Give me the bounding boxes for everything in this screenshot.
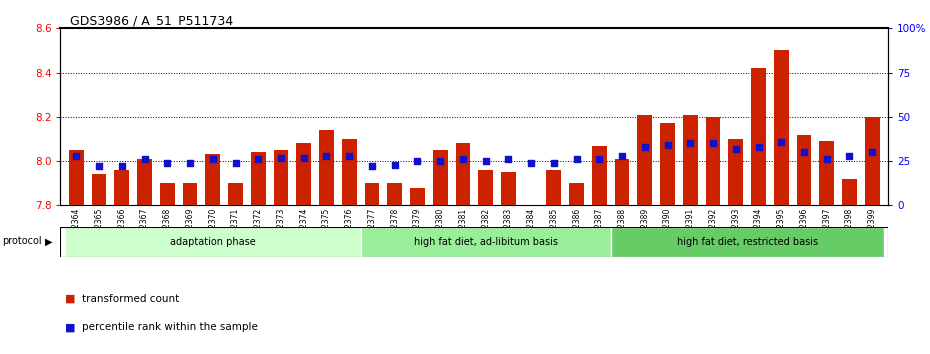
Text: ■: ■ [65, 322, 75, 332]
Bar [637, 115, 652, 205]
Text: percentile rank within the sample: percentile rank within the sample [82, 322, 258, 332]
Point [137, 156, 152, 162]
Bar [660, 124, 675, 205]
Bar [797, 135, 811, 205]
Bar [569, 183, 584, 205]
Text: high fat diet, ad-libitum basis: high fat diet, ad-libitum basis [414, 236, 558, 247]
Point [410, 158, 425, 164]
Bar [92, 174, 107, 205]
Point [569, 156, 584, 162]
Point [182, 160, 197, 166]
Point [819, 156, 834, 162]
Point [615, 153, 630, 159]
Bar [182, 183, 197, 205]
Point [456, 156, 471, 162]
Point [728, 146, 743, 152]
Point [297, 155, 312, 160]
Point [706, 141, 721, 146]
Bar [251, 152, 266, 205]
Point [432, 158, 447, 164]
Point [206, 156, 220, 162]
Bar [592, 145, 606, 205]
Bar [842, 179, 857, 205]
Point [774, 139, 789, 144]
Point [365, 164, 379, 169]
Point [319, 153, 334, 159]
Point [547, 160, 562, 166]
Bar [410, 188, 425, 205]
Bar [456, 143, 471, 205]
Bar [114, 170, 129, 205]
Point [797, 149, 812, 155]
Point [342, 153, 357, 159]
Point [228, 160, 243, 166]
Bar [819, 141, 834, 205]
Point [660, 142, 675, 148]
Point [478, 158, 493, 164]
Bar [865, 117, 880, 205]
Point [524, 160, 538, 166]
Bar [706, 117, 721, 205]
Point [683, 141, 698, 146]
Bar [228, 183, 243, 205]
Bar [774, 50, 789, 205]
Bar [683, 115, 698, 205]
Bar [728, 139, 743, 205]
Bar [361, 227, 611, 257]
Bar [432, 150, 447, 205]
Bar [69, 150, 84, 205]
Bar [547, 170, 562, 205]
Point [842, 153, 857, 159]
Point [69, 153, 84, 159]
Text: adaptation phase: adaptation phase [170, 236, 256, 247]
Bar [138, 159, 152, 205]
Point [92, 164, 107, 169]
Bar [751, 68, 766, 205]
Bar [501, 172, 516, 205]
Point [114, 164, 129, 169]
Point [160, 160, 175, 166]
Bar [319, 130, 334, 205]
Point [591, 156, 606, 162]
Text: transformed count: transformed count [82, 294, 179, 304]
Bar [615, 159, 630, 205]
Bar [611, 227, 884, 257]
Bar [65, 227, 361, 257]
Bar [297, 143, 312, 205]
Bar [206, 154, 220, 205]
Text: high fat diet, restricted basis: high fat diet, restricted basis [677, 236, 817, 247]
Bar [387, 183, 402, 205]
Bar [365, 183, 379, 205]
Point [501, 156, 516, 162]
Point [251, 156, 266, 162]
Point [865, 149, 880, 155]
Bar [160, 183, 175, 205]
Text: GDS3986 / A_51_P511734: GDS3986 / A_51_P511734 [70, 14, 232, 27]
Bar [342, 139, 356, 205]
Text: ■: ■ [65, 294, 75, 304]
Point [637, 144, 652, 150]
Point [273, 155, 288, 160]
Text: protocol: protocol [2, 236, 42, 246]
Bar [478, 170, 493, 205]
Point [387, 162, 402, 167]
Point [751, 144, 766, 150]
Bar [273, 150, 288, 205]
Text: ▶: ▶ [45, 236, 52, 246]
